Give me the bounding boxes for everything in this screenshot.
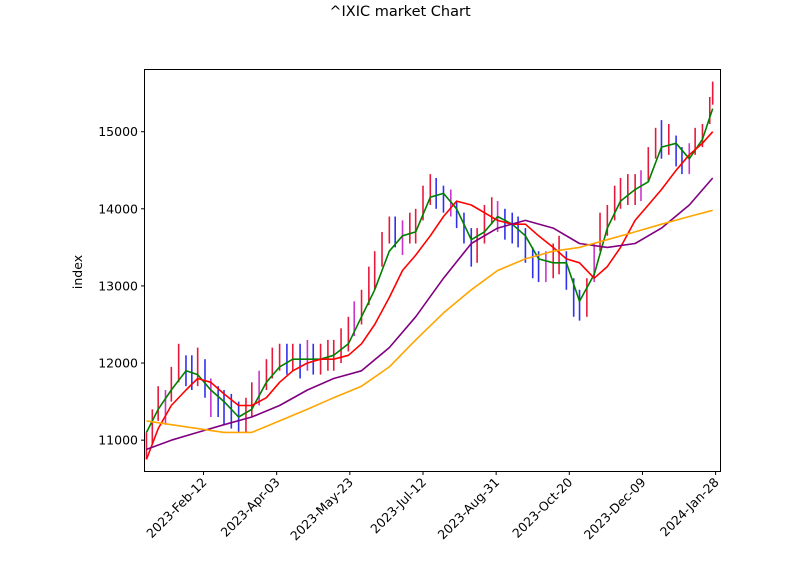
y-axis-ticks: 11000 12000 13000 14000 15000 (98, 124, 145, 448)
y-axis-label: index (70, 255, 85, 289)
series-line-0 (145, 108, 714, 433)
x-tick-label: 2023-May-23 (287, 475, 356, 544)
x-tick-label: 2023-Oct-20 (509, 474, 575, 540)
plot-frame (144, 69, 721, 472)
x-tick-label: 2023-Jul-12 (367, 475, 429, 537)
x-axis-ticks: 2023-Feb-12 2023-Apr-03 2023-May-23 2023-Ju… (143, 471, 722, 544)
series-line-2 (146, 177, 714, 451)
x-tick-label: 2023-Feb-12 (143, 475, 209, 541)
y-tick-label: 14000 (98, 201, 138, 216)
series-line-1 (145, 131, 714, 460)
y-tick-label: 15000 (98, 124, 138, 139)
moving-average-lines (145, 108, 714, 460)
y-tick-label: 13000 (98, 278, 138, 293)
y-tick-label: 11000 (98, 433, 138, 448)
x-tick-label: 2023-Dec-09 (581, 474, 649, 542)
candlestick-group (145, 81, 714, 460)
x-tick-label: 2023-Aug-31 (434, 475, 502, 543)
series-line-3 (146, 209, 713, 434)
x-tick-label: 2024-Jan-28 (657, 474, 722, 539)
chart-title: ^IXIC market Chart (329, 4, 471, 20)
x-tick-label: 2023-Apr-03 (218, 475, 283, 540)
y-tick-label: 12000 (98, 356, 138, 371)
